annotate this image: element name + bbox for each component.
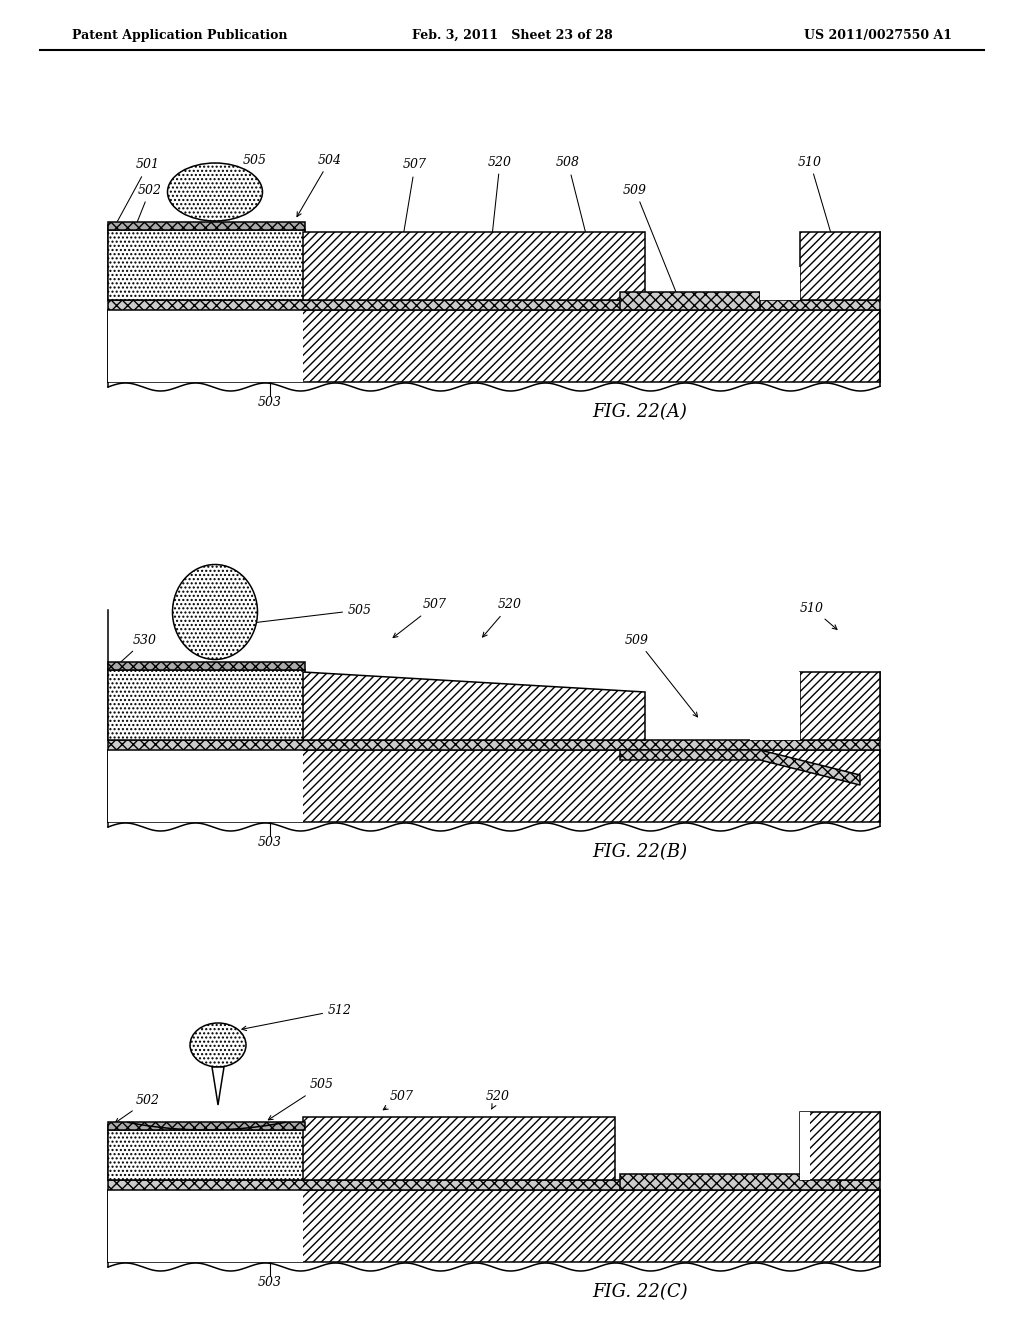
Bar [108,230,305,300]
Bar [108,310,303,381]
Text: 507: 507 [399,158,427,251]
Text: 509: 509 [623,183,679,298]
Bar [620,1173,840,1191]
Ellipse shape [190,1023,246,1067]
Bar [108,1122,305,1130]
Ellipse shape [172,565,257,660]
Text: Patent Application Publication: Patent Application Publication [72,29,288,41]
Bar [108,671,305,741]
Text: US 2011/0027550 A1: US 2011/0027550 A1 [804,29,952,41]
Text: 508: 508 [556,157,590,246]
Bar [108,1191,880,1262]
Bar [108,310,880,381]
Text: 502: 502 [121,183,162,261]
Text: Feb. 3, 2011   Sheet 23 of 28: Feb. 3, 2011 Sheet 23 of 28 [412,29,612,41]
Bar [800,232,880,300]
Text: 505: 505 [268,1078,334,1119]
Bar [800,672,880,741]
Text: 502: 502 [116,1093,160,1123]
Bar [303,232,645,300]
Bar [108,750,880,822]
Text: 504: 504 [297,153,342,216]
Text: FIG. 22(C): FIG. 22(C) [592,1283,688,1302]
Text: 520: 520 [486,1090,510,1109]
Bar [303,1117,615,1180]
Text: 507: 507 [383,1090,414,1110]
Bar [108,222,305,230]
Text: FIG. 22(A): FIG. 22(A) [593,403,687,421]
Text: 505: 505 [238,153,267,189]
Text: 512: 512 [242,1003,352,1031]
Text: 520: 520 [482,598,522,638]
Bar [620,292,760,310]
Polygon shape [303,672,645,741]
Bar [108,741,880,750]
Bar [750,672,800,741]
Text: 501: 501 [112,158,160,231]
Bar [108,1191,303,1262]
Text: 505: 505 [239,603,372,626]
Text: 503: 503 [258,396,282,408]
Polygon shape [212,1067,224,1105]
Bar [108,1130,305,1180]
Polygon shape [620,750,860,785]
Text: 520: 520 [488,156,512,251]
Text: 503: 503 [258,836,282,849]
Bar [800,1111,880,1180]
Text: 510: 510 [798,156,840,260]
Bar [108,663,305,671]
Text: 510: 510 [800,602,837,630]
Bar [108,300,880,310]
Text: 507: 507 [393,598,447,638]
Bar [108,750,303,822]
Ellipse shape [168,162,262,220]
Bar [800,1111,810,1180]
Text: 509: 509 [625,634,697,717]
Text: 530: 530 [115,634,157,668]
Bar [760,267,800,300]
Bar [108,1180,880,1191]
Text: FIG. 22(B): FIG. 22(B) [593,843,687,861]
Text: 503: 503 [258,1275,282,1288]
